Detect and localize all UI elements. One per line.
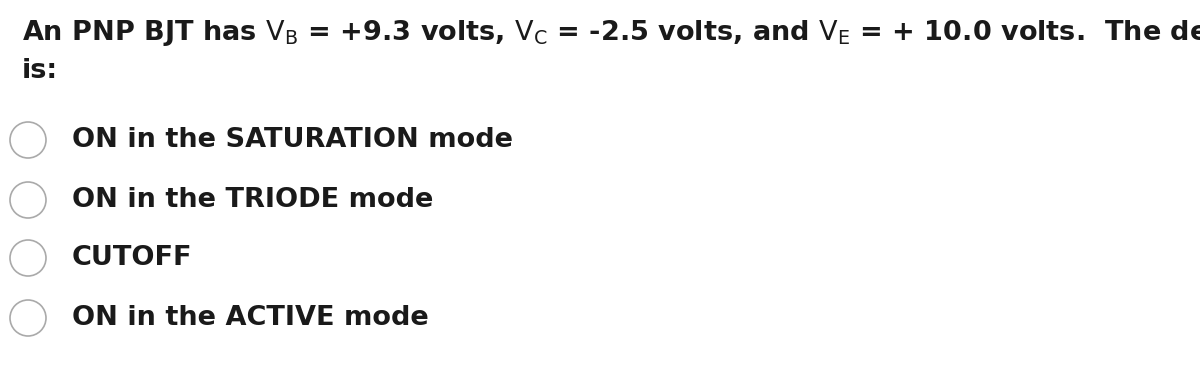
Text: ON in the TRIODE mode: ON in the TRIODE mode [72,187,433,213]
Text: ON in the ACTIVE mode: ON in the ACTIVE mode [72,305,428,331]
Text: CUTOFF: CUTOFF [72,245,192,271]
Text: is:: is: [22,58,58,84]
Text: ON in the SATURATION mode: ON in the SATURATION mode [72,127,514,153]
Text: An PNP BJT has $\mathrm{V_B}$ = +9.3 volts, $\mathrm{V_C}$ = -2.5 volts, and $\m: An PNP BJT has $\mathrm{V_B}$ = +9.3 vol… [22,18,1200,48]
